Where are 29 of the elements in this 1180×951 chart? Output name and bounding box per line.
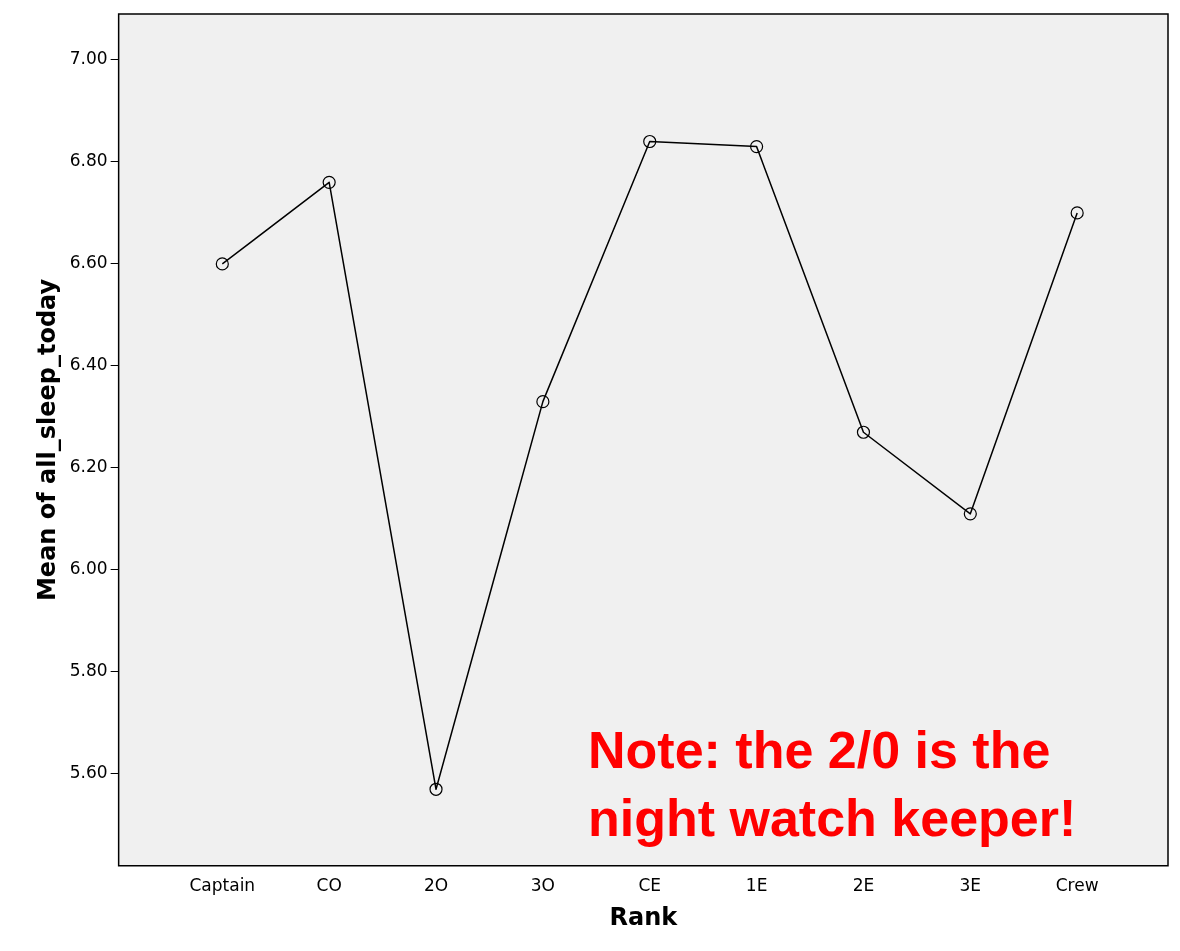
- x-axis-title: Rank: [609, 902, 679, 931]
- y-tick-label: 6.20: [69, 456, 108, 477]
- x-tick-label: Crew: [1055, 875, 1099, 896]
- point: [750, 140, 764, 154]
- y-tick-label: 6.00: [69, 558, 108, 579]
- x-tick-label: 3E: [959, 875, 982, 896]
- y-tick-label: 6.40: [69, 354, 108, 375]
- point: [215, 257, 229, 271]
- x-tick-label: 2E: [852, 875, 875, 896]
- x-tick-label: CO: [316, 875, 342, 896]
- point: [1070, 206, 1084, 220]
- point: [856, 425, 871, 439]
- y-tick-label: 7.00: [69, 48, 108, 69]
- x-tick-label: Captain: [189, 875, 256, 896]
- point: [536, 395, 550, 409]
- y-tick-label: 5.60: [69, 762, 108, 783]
- point: [429, 782, 443, 796]
- x-tick-label: CE: [638, 875, 662, 896]
- y-axis-title: Mean of all_sleep_today: [32, 278, 61, 602]
- y-tick-label: 6.60: [69, 252, 108, 273]
- x-tick-label: 1E: [745, 875, 768, 896]
- x-tick-label: 2O: [423, 875, 449, 896]
- x-tick-label: 3O: [530, 875, 555, 896]
- annotation: Note: the 2/0 is the night watch keeper!: [588, 720, 1077, 847]
- point: [322, 175, 336, 189]
- y-tick-label: 5.80: [69, 660, 108, 681]
- y-tick-label: 6.80: [69, 150, 108, 171]
- point: [963, 507, 977, 521]
- point: [643, 134, 657, 149]
